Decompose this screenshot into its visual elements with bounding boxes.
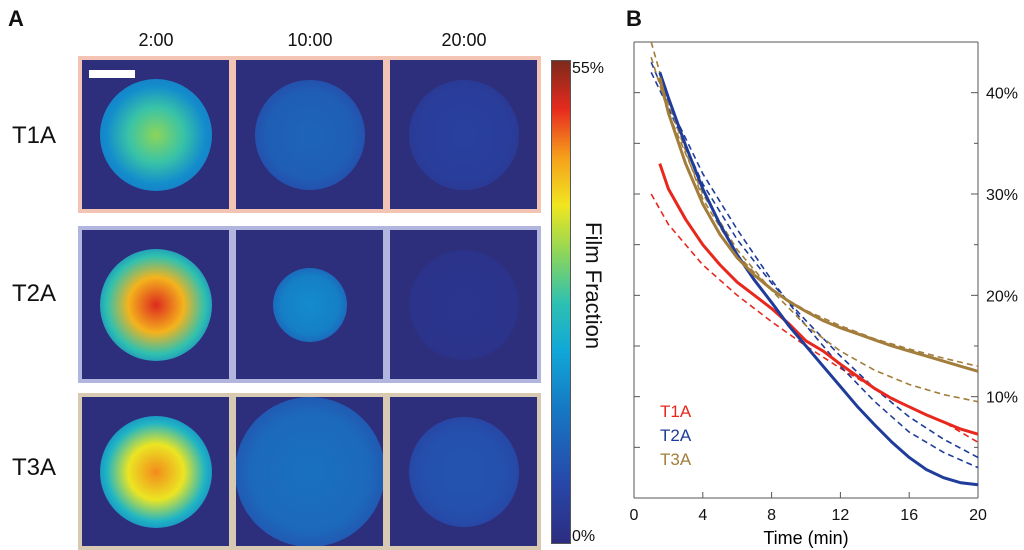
panel-b-letter: B <box>626 6 642 31</box>
film-spot <box>254 79 365 190</box>
colorbar-max-label: 55% <box>572 60 605 77</box>
right-tick-label: 40% <box>986 86 1018 103</box>
heatmap-tile <box>232 226 387 383</box>
heatmap-tile <box>78 393 233 550</box>
film-spot <box>236 397 383 546</box>
fit-line-t2a <box>650 72 979 459</box>
heatmap-tile <box>78 56 233 213</box>
colorbar <box>551 60 571 544</box>
x-tick-label: 12 <box>832 507 850 524</box>
legend-entry-t3a: T3A <box>660 450 692 469</box>
heatmap-tile <box>386 226 541 383</box>
scale-bar <box>89 70 135 78</box>
row-label-t2a: T2A <box>12 280 57 307</box>
right-tick-label: 30% <box>986 187 1018 204</box>
panel-a-letter: A <box>8 6 24 31</box>
heatmap-tile <box>232 393 387 550</box>
measured-line-t2a <box>658 71 979 487</box>
x-tick-label: 20 <box>969 507 987 524</box>
heatmap-tile <box>386 393 541 550</box>
legend-entry-t1a: T1A <box>660 402 692 421</box>
column-label-20min: 20:00 <box>441 30 487 50</box>
column-label-2min: 2:00 <box>138 30 174 50</box>
heatmap-tile <box>78 226 233 383</box>
film-spot <box>408 79 519 190</box>
film-spot <box>408 416 519 527</box>
colorbar-min-label: 0% <box>572 528 596 545</box>
heatmap-tile <box>232 56 387 213</box>
x-tick-label: 16 <box>900 507 918 524</box>
fit-line-t2a <box>650 61 979 469</box>
film-spot <box>408 249 519 360</box>
right-tick-label: 20% <box>986 288 1018 305</box>
x-axis-label: Time (min) <box>763 528 848 548</box>
film-spot <box>272 267 347 342</box>
legend-entry-t2a: T2A <box>660 426 692 445</box>
x-tick-label: 0 <box>630 507 639 524</box>
row-label-t1a: T1A <box>12 122 57 149</box>
fit-line-t3a <box>650 56 979 403</box>
x-tick-label: 8 <box>767 507 776 524</box>
measured-line-t1a <box>658 163 979 436</box>
right-tick-label: 10% <box>986 390 1018 407</box>
column-label-10min: 10:00 <box>287 30 333 50</box>
film-spot <box>99 248 212 361</box>
heatmap-tile <box>386 56 541 213</box>
x-tick-label: 4 <box>698 507 707 524</box>
measured-line-t3a <box>658 77 979 373</box>
row-label-t3a: T3A <box>12 454 57 481</box>
film-spot <box>99 415 212 528</box>
film-spot <box>99 78 212 191</box>
fit-line-t1a <box>650 193 979 443</box>
